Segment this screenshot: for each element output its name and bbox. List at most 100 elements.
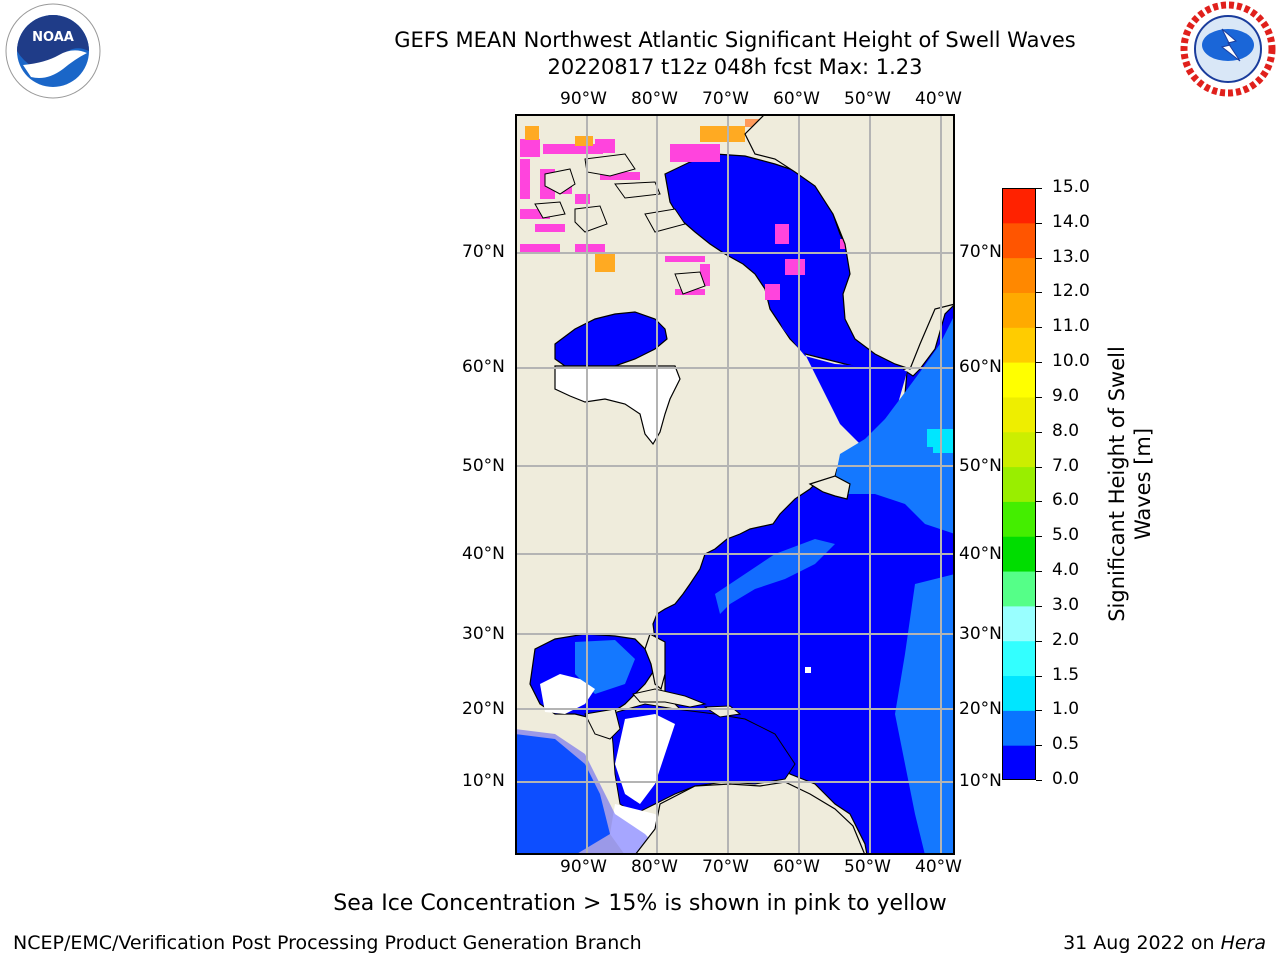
colorbar-tick-mark xyxy=(1036,780,1042,781)
colorbar-segment xyxy=(1002,640,1036,677)
lon-label-bottom: 70°W xyxy=(702,857,749,877)
colorbar-tick-label: 1.5 xyxy=(1052,664,1080,685)
colorbar-tick-mark xyxy=(1036,501,1042,503)
colorbar-tick-mark xyxy=(1036,362,1042,364)
chart-subtitle: 20220817 t12z 048h fcst Max: 1.23 xyxy=(547,55,923,79)
colorbar-segment xyxy=(1002,501,1036,537)
noaa-logo-graphic: NOAA xyxy=(5,3,101,99)
lon-label-bottom: 50°W xyxy=(844,857,891,877)
greenland xyxy=(744,114,955,370)
swell-1.0-1.5-patch xyxy=(933,429,955,453)
colorbar-segment xyxy=(1002,605,1036,642)
colorbar-ticks: 0.0 0.5 1.0 1.5 2.0 3.0 4.0 5.0 6.0 7.0 8.0 9.0 10.0… xyxy=(1036,177,1106,789)
lon-label-top: 60°W xyxy=(773,89,820,109)
colorbar-segment xyxy=(1002,257,1036,293)
nws-logo-graphic xyxy=(1180,1,1276,97)
colorbar-segment xyxy=(1002,188,1036,224)
lat-label-left: 20°N xyxy=(462,699,505,719)
colorbar-tick-mark xyxy=(1036,536,1042,538)
colorbar-tick-label: 6.0 xyxy=(1052,490,1080,511)
colorbar-segment xyxy=(1002,222,1036,259)
nws-logo xyxy=(1178,1,1278,101)
lat-label-right: 60°N xyxy=(959,357,1002,377)
colorbar-tick-mark xyxy=(1036,431,1042,433)
colorbar-tick-mark xyxy=(1036,640,1042,642)
colorbar-tick-label: 8.0 xyxy=(1052,420,1080,441)
lat-label-right: 30°N xyxy=(959,624,1002,644)
colorbar-tick-label: 9.0 xyxy=(1052,385,1080,406)
lon-label-bottom: 60°W xyxy=(773,857,820,877)
lat-label-left: 40°N xyxy=(462,544,505,564)
colorbar-tick-mark xyxy=(1036,257,1042,259)
lon-label-top: 80°W xyxy=(631,89,678,109)
footer-date: 31 Aug 2022 on Hera xyxy=(1063,932,1266,954)
footer-branch: NCEP/EMC/Verification Post Processing Pr… xyxy=(13,932,642,954)
colorbar-tick-label: 7.0 xyxy=(1052,455,1080,476)
eastern-pacific xyxy=(515,729,665,855)
colorbar-segment xyxy=(1002,362,1036,398)
south-america xyxy=(634,781,866,855)
colorbar-tick-label: 12.0 xyxy=(1052,281,1090,302)
colorbar xyxy=(1002,188,1036,780)
lon-label-bottom: 40°W xyxy=(915,857,962,877)
colorbar-segment xyxy=(1002,745,1036,780)
lon-label-top: 50°W xyxy=(844,89,891,109)
colorbar-segment xyxy=(1002,292,1036,328)
cuba xyxy=(632,688,707,708)
lat-label-right: 40°N xyxy=(959,544,1002,564)
colorbar-tick-label: 2.0 xyxy=(1052,629,1080,650)
lon-label-bottom: 90°W xyxy=(560,857,607,877)
colorbar-title-line1: Significant Height of Swell xyxy=(1105,346,1129,622)
colorbar-segment xyxy=(1002,571,1036,607)
colorbar-tick-label: 4.0 xyxy=(1052,560,1080,581)
colorbar-segment xyxy=(1002,431,1036,468)
colorbar-tick-label: 0.5 xyxy=(1052,734,1080,755)
swell-height-map xyxy=(515,114,955,855)
lat-label-left: 70°N xyxy=(462,242,505,262)
colorbar-title: Significant Height of Swell Waves [m] xyxy=(1104,346,1156,622)
colorbar-tick-label: 13.0 xyxy=(1052,246,1090,267)
lat-label-left: 60°N xyxy=(462,357,505,377)
colorbar-tick-mark xyxy=(1036,710,1042,712)
sea-ice-caption: Sea Ice Concentration > 15% is shown in … xyxy=(333,891,947,916)
colorbar-title-line2: Waves [m] xyxy=(1131,427,1155,541)
colorbar-tick-mark xyxy=(1036,188,1042,189)
colorbar-frame xyxy=(1002,188,1036,780)
lat-label-right: 50°N xyxy=(959,456,1002,476)
lat-label-right: 10°N xyxy=(959,771,1002,791)
colorbar-tick-label: 10.0 xyxy=(1052,351,1090,372)
lon-label-top: 90°W xyxy=(560,89,607,109)
colorbar-tick-label: 5.0 xyxy=(1052,525,1080,546)
colorbar-tick-label: 3.0 xyxy=(1052,594,1080,615)
lat-label-left: 50°N xyxy=(462,456,505,476)
no-data-gulf xyxy=(540,674,595,714)
newfoundland xyxy=(808,475,851,500)
colorbar-tick-mark xyxy=(1036,675,1042,677)
lat-label-left: 10°N xyxy=(462,771,505,791)
colorbar-tick-label: 14.0 xyxy=(1052,211,1090,232)
map-gridlines xyxy=(515,114,955,855)
colorbar-tick-mark xyxy=(1036,396,1042,398)
colorbar-segment xyxy=(1002,396,1036,433)
noaa-logo: NOAA xyxy=(3,3,103,103)
colorbar-segment xyxy=(1002,466,1036,502)
lon-label-top: 70°W xyxy=(702,89,749,109)
colorbar-segment xyxy=(1002,536,1036,572)
colorbar-tick-label: 1.0 xyxy=(1052,699,1080,720)
lat-label-left: 30°N xyxy=(462,624,505,644)
noaa-logo-text: NOAA xyxy=(32,30,74,45)
colorbar-tick-label: 11.0 xyxy=(1052,316,1090,337)
lat-label-right: 20°N xyxy=(959,699,1002,719)
swell-0.5-1.0-gulfstream xyxy=(715,539,835,614)
swell-0.5-1.0-gulf xyxy=(575,640,635,694)
bermuda xyxy=(805,667,811,673)
footer-date-text: 31 Aug 2022 on xyxy=(1063,932,1221,954)
colorbar-tick-mark xyxy=(1036,605,1042,607)
colorbar-segment xyxy=(1002,675,1036,711)
colorbar-segment xyxy=(1002,327,1036,363)
colorbar-segment xyxy=(1002,710,1036,746)
lat-label-right: 70°N xyxy=(959,242,1002,262)
chart-title: GEFS MEAN Northwest Atlantic Significant… xyxy=(394,28,1076,52)
colorbar-tick-mark xyxy=(1036,571,1042,573)
colorbar-tick-mark xyxy=(1036,222,1042,224)
